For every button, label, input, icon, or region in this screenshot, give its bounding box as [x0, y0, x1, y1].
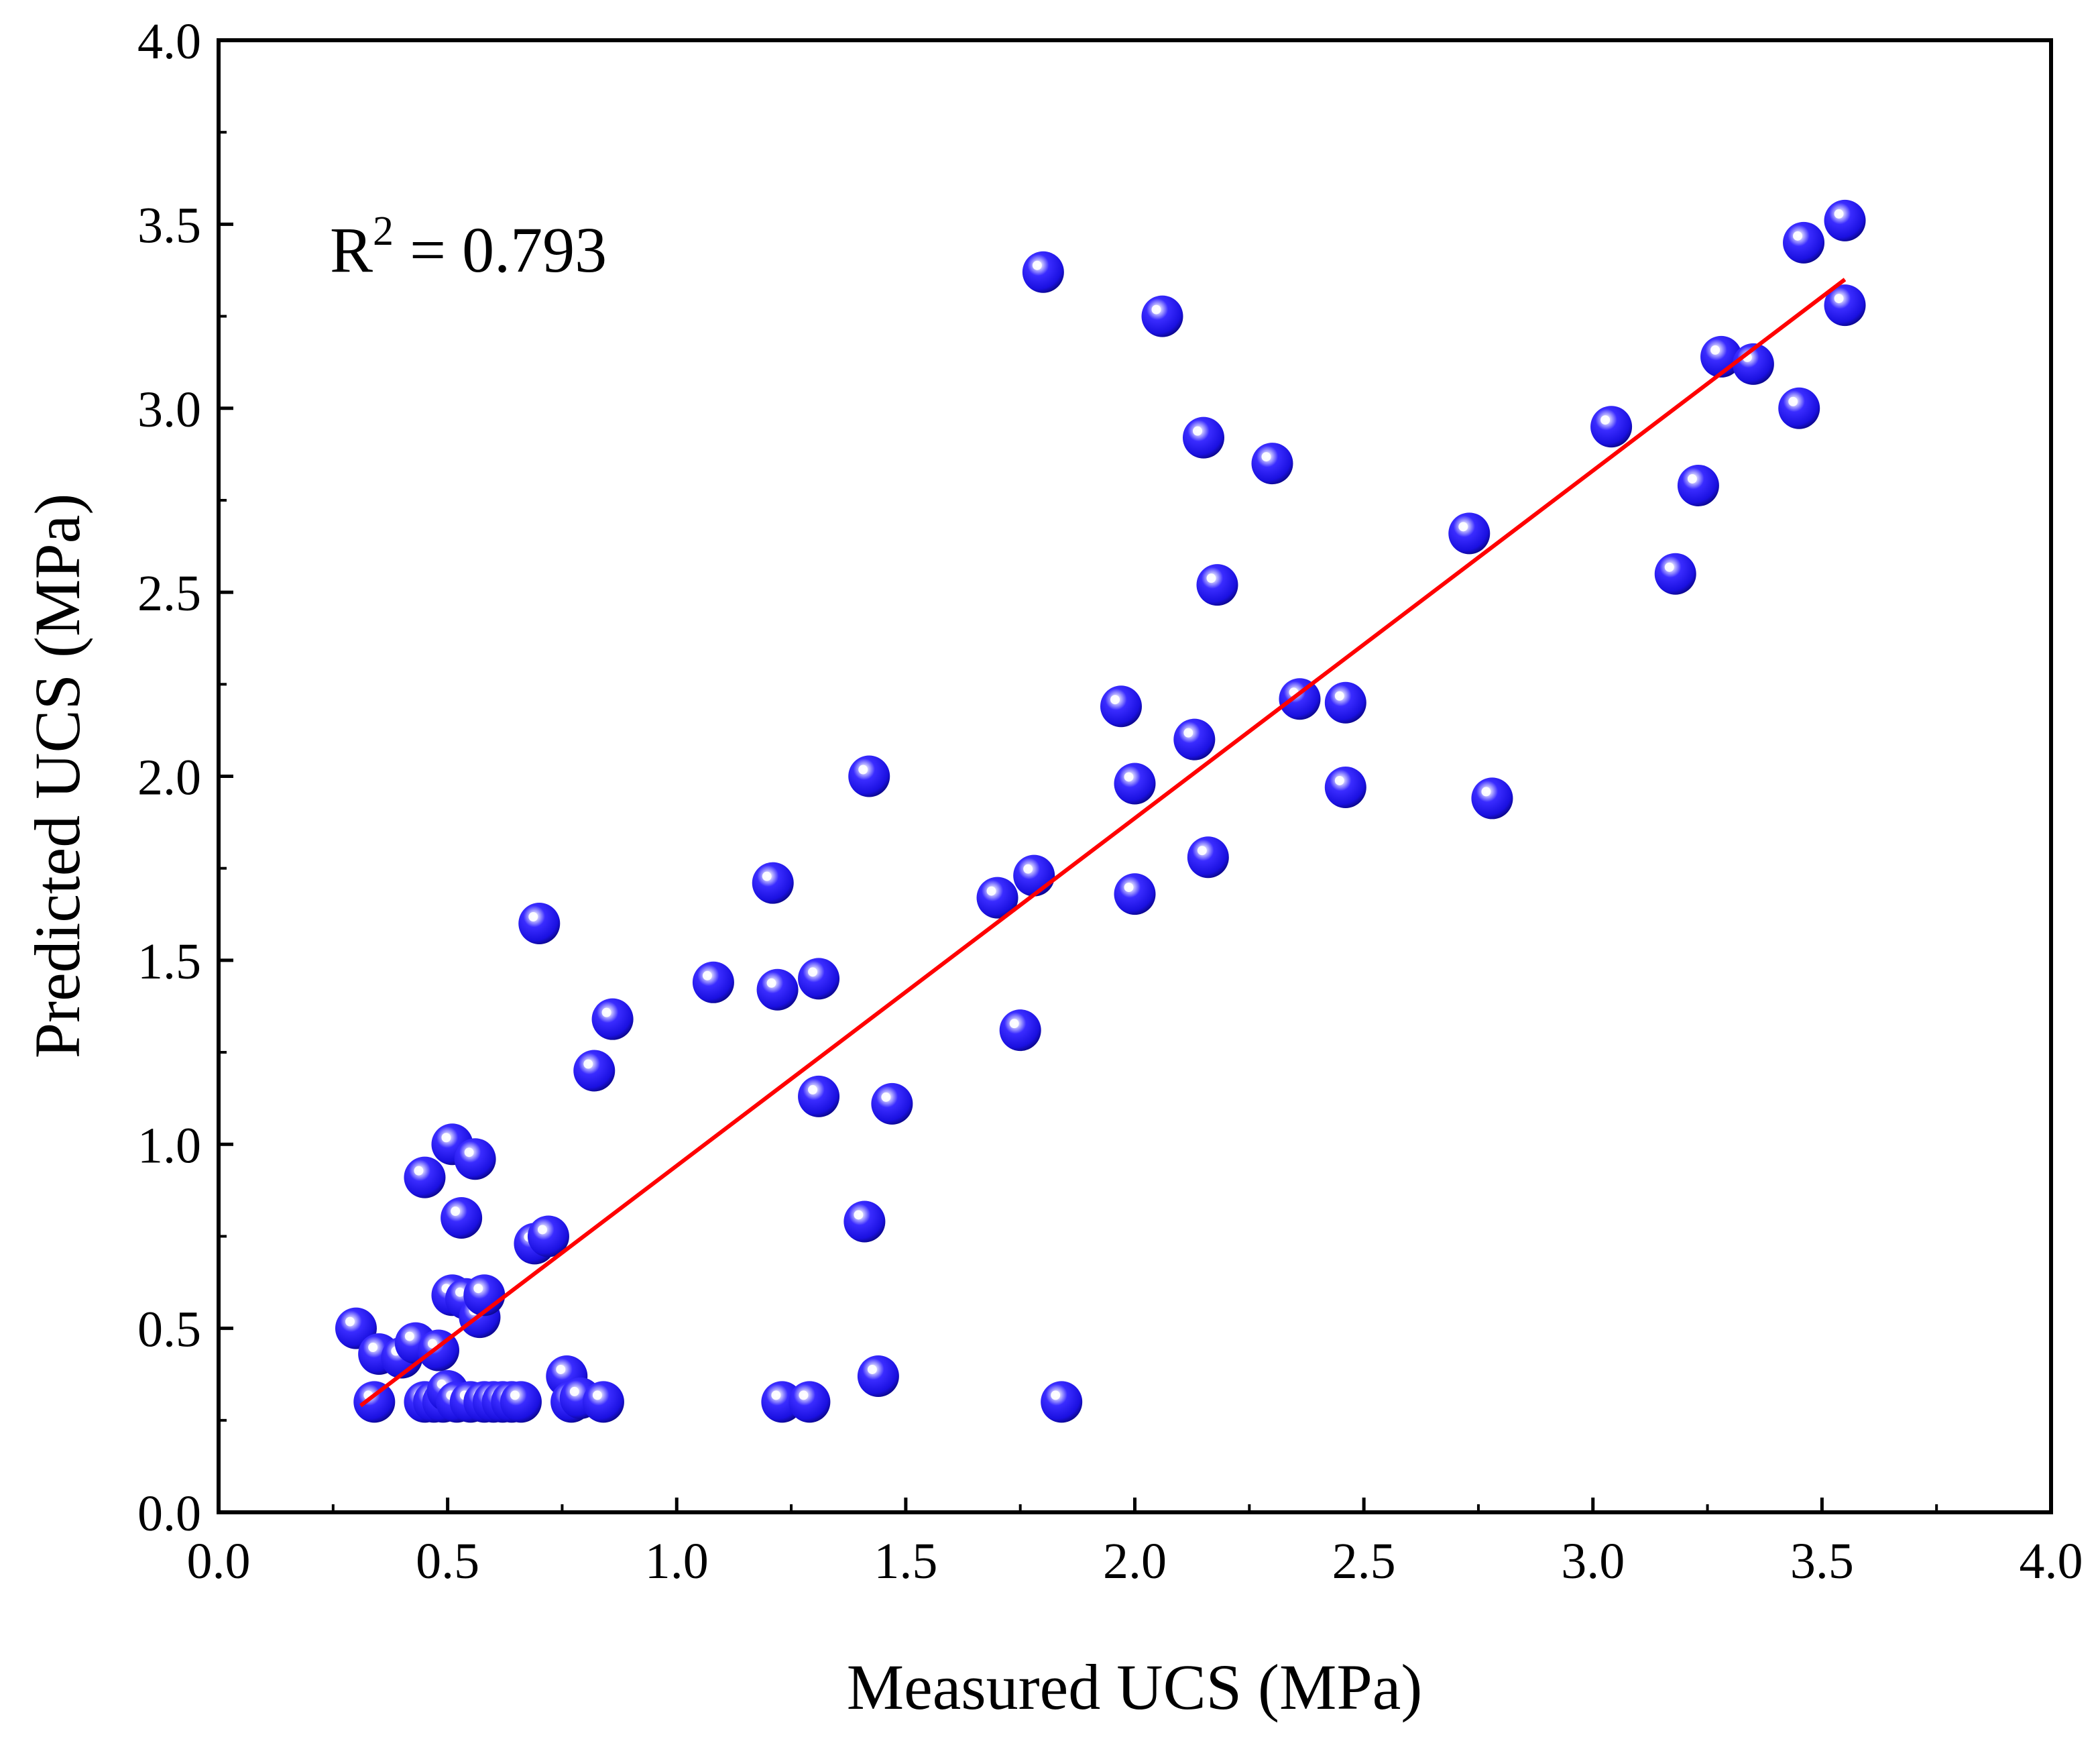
data-point [1187, 836, 1229, 879]
data-point [1471, 777, 1513, 820]
data-point [441, 1197, 483, 1239]
data-point [527, 1215, 569, 1257]
data-point [976, 877, 1018, 919]
data-point [1141, 295, 1183, 337]
data-point [756, 968, 799, 1011]
data-point [404, 1156, 446, 1198]
data-point [1590, 406, 1633, 448]
y-tick-label: 0.5 [137, 1302, 201, 1358]
y-tick-label: 1.5 [137, 934, 201, 990]
y-axis-title: Predicted UCS (MPa) [21, 494, 93, 1059]
data-point [1173, 718, 1216, 761]
data-point [798, 1075, 840, 1117]
data-point [1324, 766, 1366, 808]
data-point [518, 903, 561, 944]
x-tick-label: 0.5 [416, 1533, 479, 1589]
y-tick-label: 3.0 [137, 382, 201, 438]
data-point [1778, 387, 1820, 429]
data-point [1251, 443, 1293, 485]
x-tick-label: 2.0 [1103, 1533, 1167, 1589]
x-tick-label: 1.5 [874, 1533, 937, 1589]
data-points [335, 199, 1866, 1423]
x-tick-label: 4.0 [2020, 1533, 2083, 1589]
data-point [1182, 416, 1224, 459]
data-point [843, 1200, 886, 1243]
x-tick-label: 2.5 [1332, 1533, 1396, 1589]
y-tick-label: 1.0 [137, 1117, 201, 1174]
x-tick-label: 3.5 [1790, 1533, 1854, 1589]
y-axis-ticks: 0.0 0.5 1.0 1.5 2.0 2.5 3.0 3.5 4.0 [137, 13, 233, 1542]
r-squared-superscript: 2 [373, 209, 394, 254]
data-point [1824, 284, 1866, 327]
data-point [591, 998, 634, 1040]
data-point [1022, 251, 1064, 293]
data-point [1448, 512, 1491, 555]
data-point [582, 1381, 624, 1423]
x-axis-title: Measured UCS (MPa) [847, 1651, 1423, 1723]
y-tick-label: 2.0 [137, 750, 201, 806]
y-tick-label: 2.5 [137, 565, 201, 622]
data-point [1114, 763, 1156, 805]
data-point [1824, 199, 1866, 241]
x-tick-label: 3.0 [1561, 1533, 1625, 1589]
r-squared-annotation: R2 = 0.793 [330, 209, 607, 286]
data-point [1677, 464, 1719, 506]
y-tick-label: 4.0 [137, 13, 201, 70]
data-point [1196, 564, 1238, 606]
data-point [1783, 221, 1825, 264]
data-point [1013, 854, 1055, 897]
r-squared-value: = 0.793 [394, 214, 607, 286]
data-point [848, 755, 890, 797]
data-point [692, 961, 734, 1003]
data-point [1324, 681, 1366, 724]
data-point [857, 1355, 899, 1397]
data-point [1100, 685, 1143, 728]
data-point [999, 1009, 1041, 1052]
data-point [798, 958, 840, 1000]
data-point [454, 1138, 496, 1180]
data-point [1114, 873, 1156, 915]
data-point [500, 1381, 542, 1423]
data-point [353, 1381, 396, 1423]
data-point [752, 862, 794, 904]
data-point [789, 1381, 831, 1423]
x-tick-label: 1.0 [645, 1533, 709, 1589]
x-tick-label: 0.0 [187, 1533, 251, 1589]
y-tick-label: 0.0 [137, 1485, 201, 1542]
data-point [871, 1082, 913, 1125]
r-squared-prefix: R [330, 214, 373, 286]
x-axis-ticks: 0.0 0.5 1.0 1.5 2.0 2.5 3.0 3.5 4.0 [187, 1498, 2083, 1589]
data-point [573, 1050, 616, 1092]
data-point [1041, 1381, 1083, 1423]
data-point [1654, 553, 1696, 595]
fit-line [359, 278, 1847, 1408]
y-tick-label: 3.5 [137, 197, 201, 254]
